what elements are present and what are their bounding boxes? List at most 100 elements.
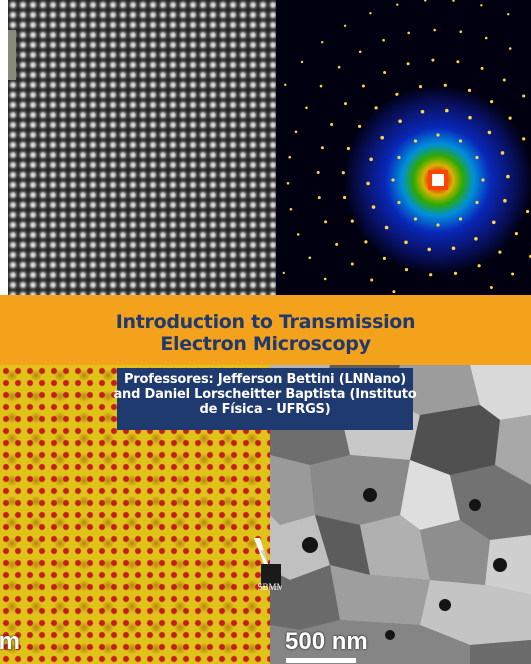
diffraction-spot xyxy=(323,277,327,281)
scale-bar-line xyxy=(286,658,356,663)
diffraction-spot xyxy=(369,157,373,162)
diffraction-spot xyxy=(406,62,410,66)
diffraction-spot xyxy=(481,178,485,182)
diffraction-spot xyxy=(308,256,312,260)
title-banner xyxy=(0,295,531,365)
diffraction-spot xyxy=(371,205,376,209)
diffraction-spot xyxy=(487,130,492,135)
diffraction-spot xyxy=(514,232,518,236)
diffraction-spot xyxy=(468,115,472,120)
diffraction-spot xyxy=(452,0,455,2)
diffraction-spot xyxy=(346,146,350,151)
diffraction-spot xyxy=(420,109,425,114)
diffraction-spot xyxy=(288,155,291,159)
diffraction-spot xyxy=(341,171,345,175)
diffraction-spot xyxy=(305,106,308,110)
diffraction-spot xyxy=(319,84,323,88)
diffraction-spot xyxy=(508,116,512,120)
diffraction-spot xyxy=(418,85,423,89)
diffraction-spot xyxy=(413,139,418,143)
diffraction-spot xyxy=(436,133,440,137)
diffraction-spot xyxy=(382,38,385,42)
diffraction-spot xyxy=(384,225,389,230)
scale-label-left: nm xyxy=(0,628,20,655)
diffraction-spot xyxy=(453,271,458,275)
diffraction-spot xyxy=(397,155,401,160)
diffraction-spot xyxy=(456,60,460,64)
title-line-2: Electron Microscopy xyxy=(160,333,371,355)
diffraction-spot xyxy=(484,36,488,40)
diffraction-spot xyxy=(458,139,463,143)
diffraction-spot xyxy=(380,135,384,140)
diffraction-spot xyxy=(522,94,526,98)
diffraction-spot xyxy=(364,240,368,244)
diffraction-spot xyxy=(370,278,374,282)
diffraction-spot xyxy=(335,242,339,246)
diffraction-spot xyxy=(358,50,362,54)
diffraction-spot xyxy=(391,178,395,182)
diffraction-spot xyxy=(475,200,479,205)
diffraction-spot xyxy=(436,223,440,227)
diffraction-spot xyxy=(330,123,334,126)
diffraction-spot xyxy=(477,264,481,268)
diffraction-spot xyxy=(337,65,341,69)
diffraction-spot xyxy=(474,237,478,241)
diffraction-spot xyxy=(433,28,436,32)
title-line-1: Introduction to Transmission xyxy=(115,311,416,333)
diffraction-spot xyxy=(507,13,510,16)
diffraction-spot xyxy=(475,155,479,160)
diffraction-spot xyxy=(397,200,401,205)
diffraction-spot xyxy=(320,146,324,150)
diffraction-spot xyxy=(282,271,285,275)
diffraction-pattern-svg xyxy=(276,0,531,295)
diffraction-spot xyxy=(431,58,435,62)
diffraction-spot xyxy=(398,119,402,123)
diffraction-spot xyxy=(343,195,347,200)
diffraction-spot xyxy=(427,247,431,252)
diffraction-spot xyxy=(480,4,483,7)
diffraction-spot xyxy=(508,47,512,50)
diffraction-spot xyxy=(289,208,293,211)
diffraction-spot xyxy=(451,246,456,251)
diffraction-spot xyxy=(407,31,410,35)
diffraction-spot xyxy=(284,83,287,87)
professors-line-3: de Física - UFRGS) xyxy=(199,402,331,417)
diffraction-spot xyxy=(350,219,354,223)
diffraction-spot xyxy=(316,171,320,174)
diffraction-spot xyxy=(443,83,447,87)
diffraction-spot xyxy=(459,30,463,33)
diffraction-spot xyxy=(294,130,298,134)
professors-line-1: Professores: Jefferson Bettini (LNNano) xyxy=(123,372,406,387)
diffraction-spot xyxy=(413,217,418,221)
scale-label-right: 500 nm xyxy=(285,628,368,655)
diffraction-spot xyxy=(498,250,502,254)
diffraction-spot xyxy=(321,41,324,44)
diffraction-spot xyxy=(492,220,496,225)
diffraction-spot xyxy=(489,286,493,289)
diffraction-spot xyxy=(490,100,494,104)
diffraction-spot xyxy=(396,3,399,6)
diffraction-spot xyxy=(458,217,463,221)
diffraction-spot xyxy=(500,151,505,155)
professors-line-2: and Daniel Lorscheitter Baptista (Instit… xyxy=(113,387,417,402)
diffraction-spot xyxy=(395,92,399,96)
diffraction-spot xyxy=(366,181,370,186)
diffraction-spot xyxy=(424,0,427,2)
diffraction-spot xyxy=(358,124,362,128)
sbmm-logo-icon: SBMM xyxy=(254,538,282,592)
diffraction-spot xyxy=(404,268,409,272)
diffraction-spot xyxy=(369,12,372,15)
diffraction-spot xyxy=(522,137,526,141)
diffraction-spot xyxy=(506,174,510,179)
professors-box xyxy=(117,368,413,430)
diffraction-spot xyxy=(350,262,354,266)
sbmm-logo-text: SBMM xyxy=(257,582,282,592)
diffraction-spot xyxy=(429,273,433,277)
diffraction-spot xyxy=(374,106,378,110)
hrtem-lattice-image xyxy=(8,0,276,295)
diffraction-spot xyxy=(511,272,515,276)
diffraction-spot xyxy=(296,233,300,236)
diffraction-spot xyxy=(344,102,347,106)
diffraction-spot xyxy=(343,24,347,27)
diffraction-spot xyxy=(324,220,328,224)
